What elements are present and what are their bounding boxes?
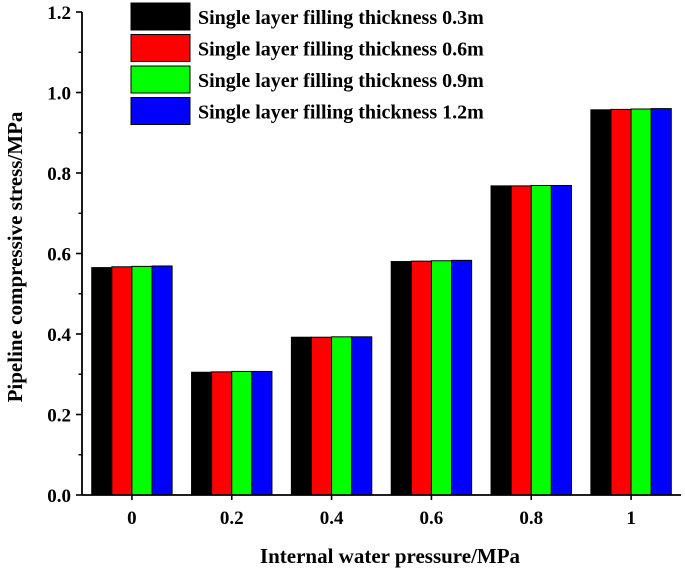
bar-single-layer-filling-thickness-0-6m-cat-1 [211, 371, 233, 496]
bar-single-layer-filling-thickness-0-6m-cat-0 [111, 266, 133, 496]
x-tick-label: 0.8 [519, 508, 543, 529]
bar-single-layer-filling-thickness-0-6m-cat-5 [610, 108, 632, 496]
bar-single-layer-filling-thickness-0-3m-cat-2 [290, 336, 312, 496]
bar-single-layer-filling-thickness-1-2m-cat-3 [451, 259, 473, 496]
legend-swatch [130, 2, 191, 31]
y-tick-label: 1.2 [47, 3, 71, 24]
legend-swatch [130, 65, 191, 94]
x-tick-label: 0.6 [420, 508, 444, 529]
legend-label: Single layer filling thickness 1.2m [198, 102, 484, 124]
y-tick-label: 0.8 [47, 164, 71, 185]
bar-single-layer-filling-thickness-0-3m-cat-4 [490, 185, 512, 496]
legend: Single layer filling thickness 0.3m Singl… [130, 2, 484, 125]
y-axis-title: Pipeline compressive stress/MPa [3, 111, 27, 402]
x-tick-label: 0.4 [320, 508, 344, 529]
bar-single-layer-filling-thickness-1-2m-cat-2 [351, 336, 373, 496]
bar-single-layer-filling-thickness-0-3m-cat-1 [191, 371, 213, 496]
bar-single-layer-filling-thickness-1-2m-cat-4 [550, 184, 572, 496]
y-tick-label: 0.0 [47, 486, 71, 507]
bar-single-layer-filling-thickness-0-6m-cat-2 [310, 336, 333, 496]
legend-swatch [130, 34, 191, 62]
bar-single-layer-filling-thickness-1-2m-cat-1 [251, 370, 273, 496]
y-tick-label: 0.4 [47, 325, 71, 346]
y-tick-label: 0.2 [47, 406, 71, 427]
bar-single-layer-filling-thickness-0-6m-cat-4 [510, 185, 532, 496]
y-tick-label: 0.6 [47, 245, 71, 266]
legend-label: Single layer filling thickness 0.3m [198, 7, 484, 29]
bar-single-layer-filling-thickness-0-9m-cat-3 [430, 260, 453, 496]
bar-single-layer-filling-thickness-0-3m-cat-3 [390, 261, 412, 496]
bar-single-layer-filling-thickness-0-3m-cat-0 [91, 267, 113, 496]
bar-single-layer-filling-thickness-0-9m-cat-1 [231, 370, 253, 496]
bar-single-layer-filling-thickness-1-2m-cat-0 [151, 265, 173, 496]
bar-single-layer-filling-thickness-0-6m-cat-3 [410, 260, 432, 496]
x-axis-title: Internal water pressure/MPa [260, 544, 521, 568]
bar-single-layer-filling-thickness-0-9m-cat-4 [530, 184, 552, 496]
bar-single-layer-filling-thickness-0-9m-cat-2 [331, 336, 353, 496]
legend-label: Single layer filling thickness 0.6m [198, 39, 484, 61]
legend-swatch [130, 97, 191, 125]
ticks-layer: 0 0.2 0.4 0.6 0.8 1 0.0 0.2 0.4 0.6 0.8 1.0 1.2 [47, 3, 636, 529]
x-tick-label: 0 [127, 508, 137, 529]
bars-layer [91, 108, 672, 496]
bar-single-layer-filling-thickness-0-9m-cat-5 [630, 108, 652, 496]
bar-single-layer-filling-thickness-0-9m-cat-0 [131, 265, 153, 496]
x-tick-label: 0.2 [220, 508, 244, 529]
bar-single-layer-filling-thickness-1-2m-cat-5 [650, 108, 672, 496]
y-tick-label: 1.0 [47, 84, 71, 105]
legend-label: Single layer filling thickness 0.9m [198, 70, 484, 92]
x-tick-label: 1 [626, 508, 636, 529]
bar-single-layer-filling-thickness-0-3m-cat-5 [590, 109, 612, 496]
